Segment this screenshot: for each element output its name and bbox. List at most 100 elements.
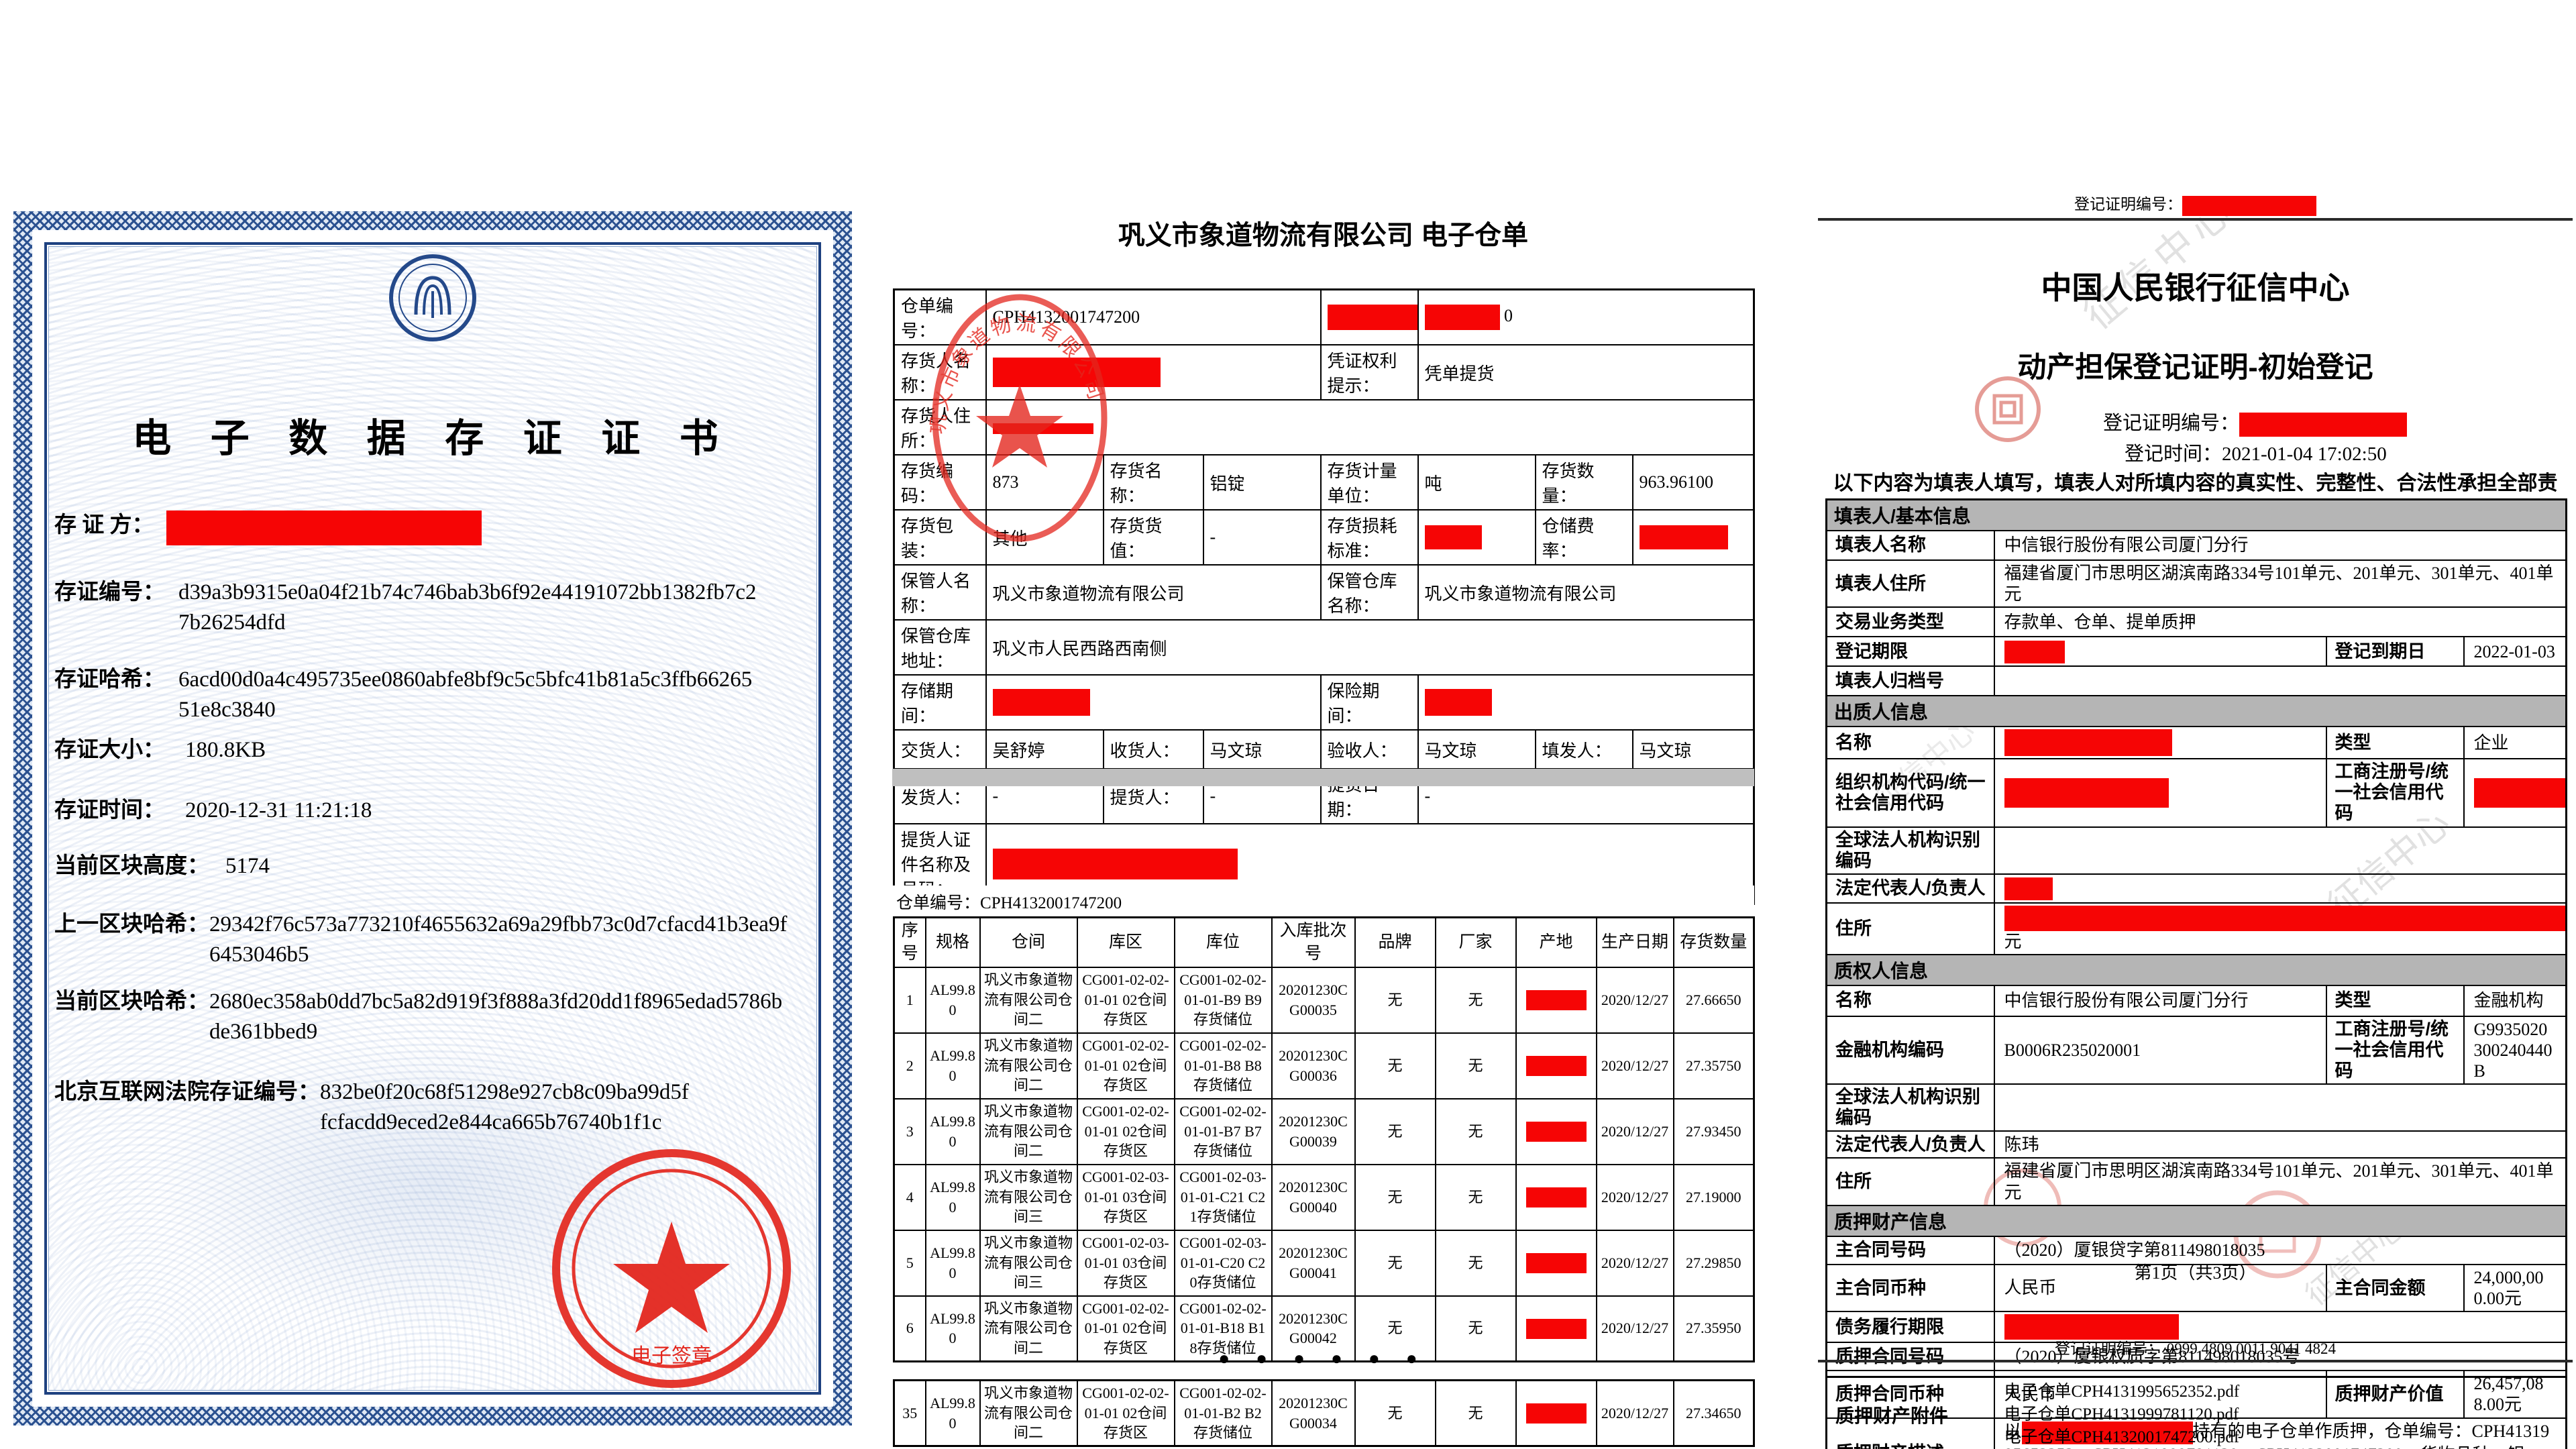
table-cell: 2020/12/27 bbox=[1595, 966, 1674, 1034]
table-cell: CG001-02-02-01-01-B7 B7存货储位 bbox=[1173, 1097, 1273, 1165]
column-header: 库区 bbox=[1076, 916, 1175, 968]
column-header: 仓间 bbox=[979, 916, 1078, 968]
company-round-seal: 巩义市象道物流有限公司 bbox=[927, 294, 1108, 542]
field-label: 主合同币种 bbox=[1825, 1263, 1995, 1313]
field-label: 存货名称： bbox=[1102, 454, 1204, 511]
table-cell: 无 bbox=[1354, 1379, 1436, 1447]
ellipsis-dots: ● ● ● ● ● ● bbox=[1218, 1348, 1428, 1369]
certificate-body: 电 子 数 据 存 证 证 书 存 证 方： 存证编号： d39a3b9315e… bbox=[48, 246, 817, 1391]
receipt-title: 巩义市象道物流有限公司 电子仓单 bbox=[1118, 221, 1529, 250]
table-cell: 2020/12/27 bbox=[1595, 1295, 1674, 1362]
table-cell: 27.66650 bbox=[1672, 966, 1755, 1034]
table-cell: 无 bbox=[1434, 1379, 1517, 1447]
table-cell bbox=[1515, 1163, 1597, 1231]
field-label: 名称 bbox=[1825, 726, 1995, 760]
star-icon bbox=[613, 1222, 730, 1333]
table-cell: 2020/12/27 bbox=[1595, 1163, 1674, 1231]
field-value: 24,000,000.00元 bbox=[2463, 1263, 2567, 1313]
field-block-height: 当前区块高度： 5174 bbox=[54, 854, 270, 878]
field-cert-number: 存证编号： d39a3b9315e0a04f21b74c746bab3b6f92… bbox=[54, 580, 757, 635]
field-value: 福建省厦门市思明区湖滨南路334号101单元、201单元、301单元、401单元 bbox=[1993, 559, 2567, 608]
certificate-emblem-icon bbox=[389, 254, 476, 341]
redaction-bar bbox=[1525, 1056, 1587, 1077]
table-cell: CG001-02-03-01-01-C21 C21存货储位 bbox=[1173, 1163, 1273, 1231]
table-cell: AL99.80 bbox=[924, 966, 981, 1034]
table-cell: 2020/12/27 bbox=[1595, 1032, 1674, 1099]
field-label: 工商注册号/统一社会信用代码 bbox=[2325, 1015, 2465, 1085]
table-cell bbox=[1515, 966, 1597, 1034]
table-cell: 无 bbox=[1434, 1295, 1517, 1362]
field-label: 债务履行期限 bbox=[1825, 1311, 1995, 1344]
field-value bbox=[1993, 1083, 2567, 1132]
table-cell: CG001-02-02-01-01-B18 B18存货储位 bbox=[1173, 1295, 1273, 1362]
field-label: 仓单编号： bbox=[893, 288, 987, 345]
table-cell bbox=[1515, 1379, 1597, 1447]
table-cell: 无 bbox=[1434, 1032, 1517, 1099]
table-cell: 27.29850 bbox=[1672, 1229, 1755, 1297]
field-court-number: 北京互联网法院存证编号： 832be0f20c68f51298e927cb8c0… bbox=[54, 1080, 689, 1134]
field-label: 填发人： bbox=[1534, 729, 1633, 769]
doc-title: 动产担保登记证明-初始登记 bbox=[2017, 352, 2373, 384]
section-header: 出质人信息 bbox=[1825, 695, 2567, 728]
attachment-file: 电子仓单CPH4131995652352.pdf bbox=[2004, 1383, 2240, 1401]
table-cell: AL99.80 bbox=[924, 1163, 981, 1231]
field-value: 存款单、仓单、提单质押 bbox=[1993, 606, 2567, 638]
field-label: 主合同金额 bbox=[2325, 1263, 2465, 1313]
page-footer: 第1页（共3页） bbox=[2134, 1263, 2257, 1283]
column-header: 入库批次号 bbox=[1271, 916, 1356, 968]
field-time: 存证时间： 2020-12-31 11:21:18 bbox=[54, 798, 372, 822]
field-label: 交货人： bbox=[893, 729, 987, 769]
field-label: 凭证权利提示： bbox=[1320, 344, 1419, 400]
reg-time-line: 登记时间：2021-01-04 17:02:50 bbox=[2125, 443, 2387, 465]
redaction-bar bbox=[2004, 877, 2053, 900]
table-cell: 巩义市象道物流有限公司仓间二 bbox=[979, 966, 1078, 1034]
table-cell: 3 bbox=[893, 1097, 926, 1165]
inventory-table-last-row: 35 AL99.80 巩义市象道物流有限公司仓间二 CG001-02-02-01-01… bbox=[893, 1379, 1755, 1447]
receipt-number-line: 仓单编号：CPH4132001747200 bbox=[896, 894, 1122, 912]
field-value: 巩义市象道物流有限公司 bbox=[1417, 564, 1755, 621]
field-value: 吨 bbox=[1417, 454, 1536, 511]
field-value bbox=[1993, 726, 2327, 760]
table-cell: 无 bbox=[1434, 966, 1517, 1034]
table-cell: 20201230CG00040 bbox=[1271, 1163, 1356, 1231]
field-value bbox=[1993, 636, 2327, 667]
field-label: 住所 bbox=[1825, 902, 1995, 955]
reg-number-bottom: 登记证明编号： 0999 4809 0011 9041 4824 bbox=[2055, 1340, 2336, 1357]
field-value: 中信银行股份有限公司厦门分行 bbox=[1993, 530, 2567, 561]
table-cell: 27.34650 bbox=[1672, 1379, 1755, 1447]
table-cell: CG001-02-02-01-01 02仓间存货区 bbox=[1076, 966, 1175, 1034]
certificate-page: 电 子 数 据 存 证 证 书 存 证 方： 存证编号： d39a3b9315e… bbox=[13, 211, 852, 1426]
redaction-bar bbox=[1525, 990, 1587, 1011]
table-cell: 巩义市象道物流有限公司仓间二 bbox=[979, 1379, 1078, 1447]
section-header: 质权人信息 bbox=[1825, 953, 2567, 986]
horizontal-rule bbox=[1818, 1360, 2573, 1362]
table-cell: AL99.80 bbox=[924, 1295, 981, 1362]
column-header: 产地 bbox=[1515, 916, 1597, 968]
table-cell: 巩义市象道物流有限公司仓间三 bbox=[979, 1163, 1078, 1231]
redaction-bar bbox=[992, 689, 1090, 716]
table-cell: 27.35750 bbox=[1672, 1032, 1755, 1099]
table-cell: 6 bbox=[893, 1295, 926, 1362]
table-cell: 20201230CG00041 bbox=[1271, 1229, 1356, 1297]
field-value: 马文琼 bbox=[1202, 729, 1322, 769]
field-label: 验收人： bbox=[1320, 729, 1419, 769]
field-label: 存货计量单位： bbox=[1320, 454, 1419, 511]
certificate-title: 电 子 数 据 存 证 证 书 bbox=[132, 417, 733, 460]
table-cell: 27.35950 bbox=[1672, 1295, 1755, 1362]
field-value: 人民币 bbox=[1993, 1263, 2327, 1313]
table-cell: CG001-02-02-01-01 02仓间存货区 bbox=[1076, 1097, 1175, 1165]
field-label: 质押合同号码 bbox=[1825, 1342, 1995, 1372]
redaction-bar bbox=[1424, 689, 1492, 716]
table-cell: AL99.80 bbox=[924, 1379, 981, 1447]
redaction-bar bbox=[1327, 305, 1417, 330]
field-label: 保管人名称： bbox=[893, 564, 987, 621]
column-header: 存货数量 bbox=[1672, 916, 1755, 968]
field-value bbox=[1993, 873, 2567, 904]
field-label: 保险期间： bbox=[1320, 674, 1419, 731]
column-header: 生产日期 bbox=[1595, 916, 1674, 968]
field-label: 全球法人机构识别编码 bbox=[1825, 826, 1995, 875]
table-cell: 20201230CG00036 bbox=[1271, 1032, 1356, 1099]
page-separator bbox=[892, 769, 1754, 786]
table-cell: 无 bbox=[1434, 1163, 1517, 1231]
